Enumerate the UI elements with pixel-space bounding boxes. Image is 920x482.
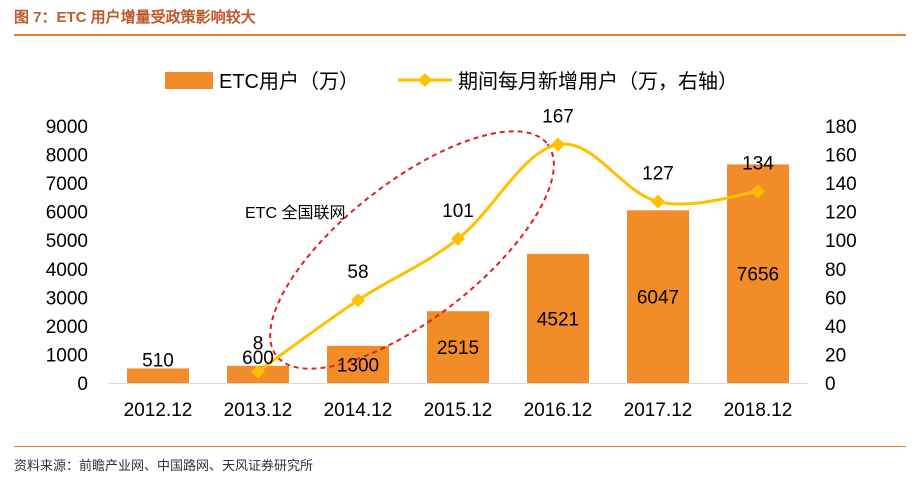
line-series bbox=[251, 137, 765, 379]
left-axis-tick-label: 8000 bbox=[46, 146, 88, 167]
line-point bbox=[251, 364, 265, 379]
annotation-group: ETC 全国联网 bbox=[245, 130, 555, 370]
right-axis-tick-label: 0 bbox=[825, 374, 836, 395]
left-axis-tick-label: 7000 bbox=[46, 174, 88, 195]
line-point bbox=[351, 293, 365, 308]
right-axis-tick-label: 100 bbox=[825, 231, 857, 252]
bar-value-label: 1300 bbox=[337, 355, 379, 376]
x-axis-tick-label: 2016.12 bbox=[524, 400, 593, 421]
right-axis-tick-label: 180 bbox=[825, 117, 857, 138]
annotation-label: ETC 全国联网 bbox=[245, 204, 345, 222]
legend-label-bar: ETC用户（万） bbox=[219, 70, 359, 93]
right-axis-tick-label: 120 bbox=[825, 203, 857, 224]
bar-value-label: 4521 bbox=[537, 309, 579, 330]
bar-value-label: 600 bbox=[242, 348, 274, 369]
figure-title: 图 7：ETC 用户增量受政策影响较大 bbox=[14, 9, 256, 26]
left-axis-tick-label: 1000 bbox=[46, 345, 88, 366]
right-axis-tick-label: 80 bbox=[825, 260, 846, 281]
bar bbox=[127, 368, 189, 383]
right-axis-tick-label: 60 bbox=[825, 288, 846, 309]
line-value-label: 58 bbox=[347, 262, 368, 283]
right-axis-tick-label: 40 bbox=[825, 317, 846, 338]
line-point bbox=[451, 231, 465, 246]
legend-label-line: 期间每月新增用户（万，右轴） bbox=[458, 70, 738, 93]
left-axis-tick-label: 9000 bbox=[46, 117, 88, 138]
bar-value-label: 510 bbox=[142, 350, 174, 371]
left-axis-tick-label: 5000 bbox=[46, 231, 88, 252]
line-value-label: 8 bbox=[253, 334, 264, 355]
bar bbox=[427, 311, 489, 383]
x-axis-tick-label: 2015.12 bbox=[424, 400, 493, 421]
right-axis: 0 20 40 60 80 100 120 140 160 180 bbox=[825, 117, 857, 395]
left-axis-tick-label: 3000 bbox=[46, 288, 88, 309]
bottom-divider bbox=[14, 446, 906, 447]
x-axis-tick-label: 2017.12 bbox=[624, 400, 693, 421]
x-axis-tick-label: 2014.12 bbox=[324, 400, 393, 421]
line-point bbox=[651, 194, 665, 209]
x-axis: 2012.12 2013.12 2014.12 2015.12 2016.12 2017.… bbox=[108, 383, 808, 421]
x-axis-tick-label: 2012.12 bbox=[124, 400, 193, 421]
line-value-label: 134 bbox=[742, 154, 774, 175]
left-axis-tick-label: 2000 bbox=[46, 317, 88, 338]
legend-swatch-marker bbox=[418, 73, 432, 87]
line-point bbox=[551, 137, 565, 152]
bar bbox=[327, 345, 389, 383]
right-axis-tick-label: 160 bbox=[825, 146, 857, 167]
line-value-label: 127 bbox=[642, 164, 674, 185]
left-axis-tick-label: 0 bbox=[77, 374, 88, 395]
x-axis-tick-label: 2013.12 bbox=[224, 400, 293, 421]
data-labels: 510 600 1300 2515 4521 6047 7656 8 58 101 167 127 13… bbox=[142, 107, 779, 377]
bar-series bbox=[127, 164, 789, 383]
legend-swatch-bar bbox=[165, 72, 213, 89]
line-value-label: 167 bbox=[542, 107, 574, 128]
bar-value-label: 7656 bbox=[737, 265, 779, 286]
legend: ETC用户（万） 期间每月新增用户（万，右轴） bbox=[165, 70, 738, 93]
x-axis-tick-label: 2018.12 bbox=[724, 400, 793, 421]
annotation-ellipse bbox=[269, 130, 555, 370]
bar-value-label: 2515 bbox=[437, 338, 479, 359]
left-axis-tick-label: 4000 bbox=[46, 260, 88, 281]
bar-value-label: 6047 bbox=[637, 288, 679, 309]
bar bbox=[627, 210, 689, 383]
line-point bbox=[751, 184, 765, 199]
source-note: 资料来源：前瞻产业网、中国路网、天风证券研究所 bbox=[14, 458, 314, 473]
bar bbox=[727, 164, 789, 383]
right-axis-tick-label: 140 bbox=[825, 174, 857, 195]
bar bbox=[527, 253, 589, 383]
left-axis: 0 1000 2000 3000 4000 5000 6000 7000 8000 9000 bbox=[46, 117, 88, 395]
right-axis-tick-label: 20 bbox=[825, 345, 846, 366]
top-divider bbox=[14, 34, 906, 36]
left-axis-tick-label: 6000 bbox=[46, 203, 88, 224]
line-value-label: 101 bbox=[442, 201, 474, 222]
